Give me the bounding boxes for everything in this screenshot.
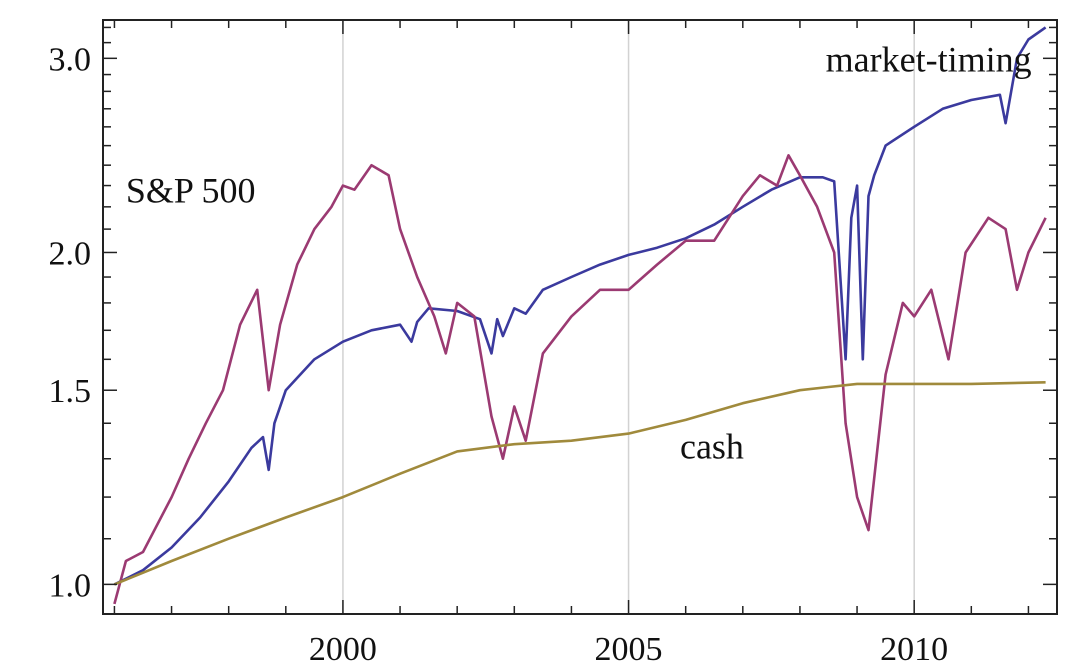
series-line-cash xyxy=(113,381,1046,586)
series-line-s-p-500 xyxy=(113,154,1047,605)
annotation-s-p-500: S&P 500 xyxy=(126,171,256,211)
x-tick-label-2010: 2010 xyxy=(880,631,948,666)
y-tick-label-1: 1.0 xyxy=(49,567,92,604)
series-lines xyxy=(113,26,1047,605)
series-annotations: market-timing S&P 500 cash xyxy=(126,39,1032,466)
annotation-cash: cash xyxy=(680,427,744,467)
tick-labels: 2000 2005 2010 1.0 1.5 2.0 3.0 xyxy=(49,41,949,666)
x-tick-label-2000: 2000 xyxy=(309,631,377,666)
y-tick-label-3: 3.0 xyxy=(49,41,92,78)
annotation-market-timing: market-timing xyxy=(826,39,1032,79)
axis-ticks xyxy=(103,20,1057,614)
x-tick-label-2005: 2005 xyxy=(595,631,663,666)
y-tick-label-1-5: 1.5 xyxy=(49,373,92,410)
series-line-market-timing xyxy=(113,26,1047,586)
grid-lines xyxy=(342,20,915,614)
plot-frame xyxy=(102,19,1058,615)
y-tick-label-2: 2.0 xyxy=(49,235,92,272)
